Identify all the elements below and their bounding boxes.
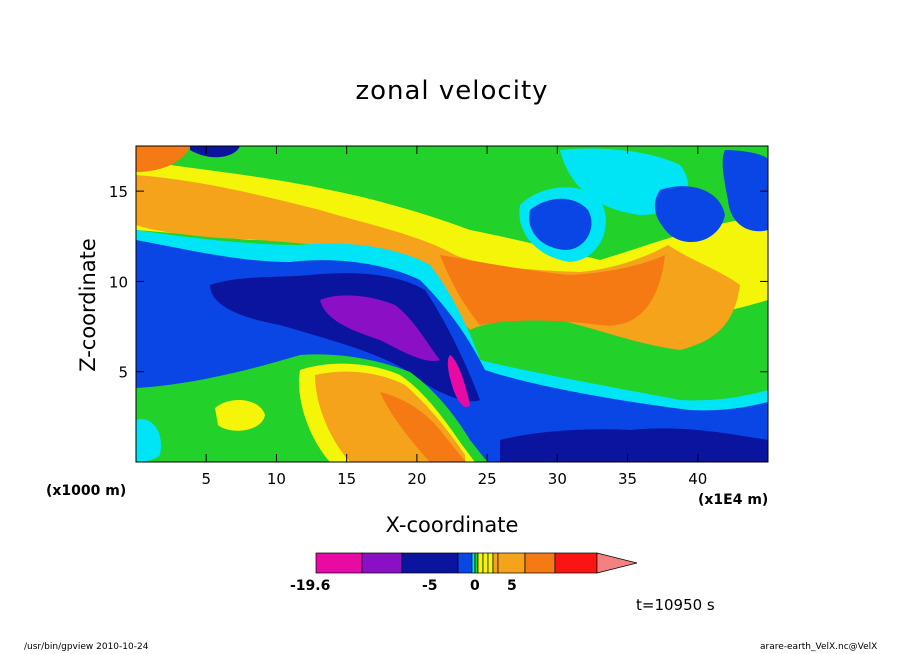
x-tick-label: 20 bbox=[407, 470, 426, 488]
colorbar-label-min: -19.6 bbox=[290, 578, 331, 594]
band-navy bbox=[210, 273, 480, 402]
y-tick-label: 15 bbox=[109, 183, 128, 201]
y-tick-label: 10 bbox=[109, 273, 128, 291]
band-lower-dark-orange bbox=[380, 392, 466, 462]
blob-cyan-left bbox=[136, 419, 161, 462]
blob-yellow-left bbox=[215, 399, 265, 431]
colorbar-segment bbox=[554, 552, 598, 574]
x-tick-label: 5 bbox=[201, 470, 211, 488]
y-axis-unit: (x1000 m) bbox=[46, 483, 127, 499]
colorbar-segment bbox=[487, 552, 494, 574]
axis-ticks: 5 10 15 20 25 30 35 40 5 10 15 bbox=[109, 146, 768, 488]
contour-field bbox=[136, 146, 768, 462]
y-axis-label: Z-coordinate bbox=[76, 238, 100, 372]
colorbar-segment bbox=[524, 552, 556, 574]
colorbar-segment bbox=[482, 552, 489, 574]
x-tick-label: 25 bbox=[478, 470, 497, 488]
blob-blue-upper-1-core bbox=[529, 198, 592, 250]
blob-blue-upper-4 bbox=[722, 150, 768, 232]
x-tick-label: 15 bbox=[337, 470, 356, 488]
plot-frame bbox=[135, 145, 769, 463]
colorbar-segment bbox=[474, 552, 479, 574]
band-magenta bbox=[447, 355, 470, 408]
footer-command: /usr/bin/gpview 2010-10-24 bbox=[24, 642, 149, 652]
x-tick-label: 35 bbox=[618, 470, 637, 488]
band-purple bbox=[320, 295, 440, 361]
x-tick-label: 30 bbox=[548, 470, 567, 488]
x-axis-label: X-coordinate bbox=[385, 513, 519, 537]
time-label: t=10950 s bbox=[636, 596, 715, 614]
colorbar-segment bbox=[361, 552, 403, 574]
colorbar-segment bbox=[477, 552, 484, 574]
colorbar-segment bbox=[401, 552, 459, 574]
colorbar bbox=[315, 552, 638, 574]
x-tick-label: 40 bbox=[688, 470, 707, 488]
x-tick-label: 10 bbox=[267, 470, 286, 488]
chart-title: zonal velocity bbox=[355, 76, 549, 106]
colorbar-label-zero: 0 bbox=[470, 578, 480, 594]
colorbar-label-pos5: 5 bbox=[507, 578, 517, 594]
blob-blue-upper-2 bbox=[560, 148, 688, 215]
x-axis-unit: (x1E4 m) bbox=[698, 492, 769, 508]
band-top-left-orange bbox=[136, 146, 190, 172]
colorbar-segment bbox=[471, 552, 476, 574]
colorbar-segment bbox=[497, 552, 526, 574]
footer-source: arare-earth_VelX.nc@VelX bbox=[760, 642, 878, 652]
colorbar-segment bbox=[492, 552, 499, 574]
colorbar-label-neg5: -5 bbox=[422, 578, 438, 594]
colorbar-extend-arrow bbox=[596, 552, 638, 574]
colorbar-segment bbox=[315, 552, 363, 574]
band-navy-bottom bbox=[500, 428, 768, 462]
blob-navy-top bbox=[190, 146, 240, 158]
blob-blue-upper-3 bbox=[654, 186, 725, 243]
colorbar-segment bbox=[457, 552, 473, 574]
y-tick-label: 5 bbox=[118, 364, 128, 382]
band-orange-core bbox=[440, 255, 665, 326]
